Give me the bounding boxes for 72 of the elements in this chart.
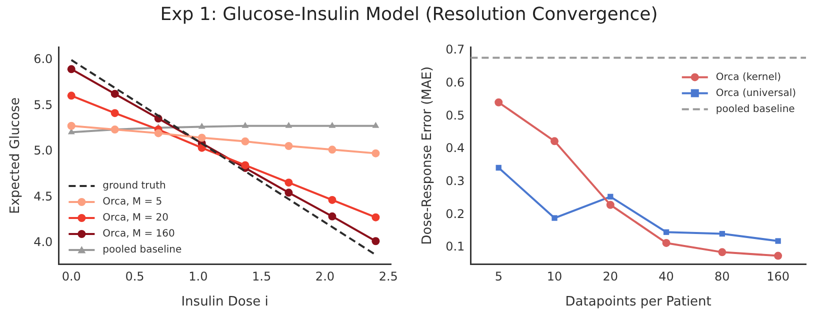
point (284, 178, 293, 187)
point (719, 230, 725, 237)
point (285, 122, 292, 128)
y-tick-label: 0.1 (446, 240, 465, 254)
point (775, 238, 781, 244)
point (242, 122, 249, 128)
y-tick-label: 0.3 (446, 174, 465, 188)
point (110, 90, 119, 98)
point (606, 200, 614, 209)
point (372, 213, 380, 222)
point (67, 65, 76, 74)
point (496, 164, 502, 171)
y-tick-label: 0.4 (446, 141, 465, 156)
point (328, 122, 336, 128)
point (328, 212, 336, 220)
x-tick-label: 80 (714, 269, 730, 284)
y-tick-label: 4.0 (34, 235, 53, 250)
point (284, 188, 293, 197)
x-tick-label: 0.0 (62, 269, 81, 284)
x-axis-title: Insulin Dose i (181, 294, 268, 310)
x-tick-label: 10 (546, 269, 562, 284)
point (154, 129, 162, 138)
point (663, 229, 670, 235)
y-tick-label: 0.2 (446, 206, 465, 221)
legend-label: Orca, M = 160 (102, 228, 175, 240)
legend-label: Orca (kernel) (716, 72, 782, 83)
point (662, 238, 670, 247)
point (198, 134, 206, 142)
legend-label: Orca (universal) (716, 88, 796, 99)
point (328, 146, 336, 154)
point (608, 194, 614, 200)
x-tick-label: 2.0 (315, 269, 335, 284)
x-tick-label: 160 (766, 269, 790, 284)
y-axis-title: Dose-Response Error (MAE) (420, 66, 436, 245)
y-tick-label: 4.5 (34, 189, 53, 204)
x-tick-label: 1.0 (188, 269, 208, 284)
x-tick-label: 20 (602, 269, 618, 284)
x-tick-label: 40 (658, 269, 674, 284)
point (198, 122, 206, 129)
point (241, 161, 250, 170)
legend-label: ground truth (102, 180, 166, 192)
x-axis-title: Datapoints per Patient (565, 294, 712, 310)
point (67, 122, 76, 130)
x-tick-label: 1.5 (252, 269, 272, 284)
y-tick-label: 0.5 (446, 108, 465, 122)
point (774, 252, 782, 260)
y-axis-title: Expected Glucose (8, 97, 24, 214)
y-tick-label: 0.7 (446, 42, 465, 57)
chart-title: Exp 1: Glucose-Insulin Model (Resolution Convergence) (159, 4, 659, 25)
legend-label: Orca, M = 5 (102, 196, 162, 208)
point (718, 248, 726, 256)
point (110, 109, 119, 118)
legend-label: pooled baseline (102, 244, 182, 256)
point (494, 98, 503, 106)
y-tick-label: 6.0 (34, 52, 53, 66)
point (552, 215, 558, 221)
x-tick-label: 2.5 (378, 269, 398, 284)
point (372, 149, 380, 158)
point (284, 142, 293, 150)
point (67, 92, 76, 100)
y-tick-label: 0.6 (446, 75, 465, 90)
point (550, 137, 559, 146)
point (372, 237, 380, 246)
y-tick-label: 5.5 (34, 98, 53, 112)
point (241, 137, 250, 146)
point (372, 122, 380, 128)
point (328, 196, 336, 204)
y-tick-label: 5.0 (34, 144, 53, 158)
x-tick-label: 5 (494, 269, 502, 284)
x-tick-label: 0.5 (125, 269, 144, 284)
legend-label: pooled baseline (716, 104, 795, 115)
legend-label: Orca, M = 20 (102, 212, 169, 224)
